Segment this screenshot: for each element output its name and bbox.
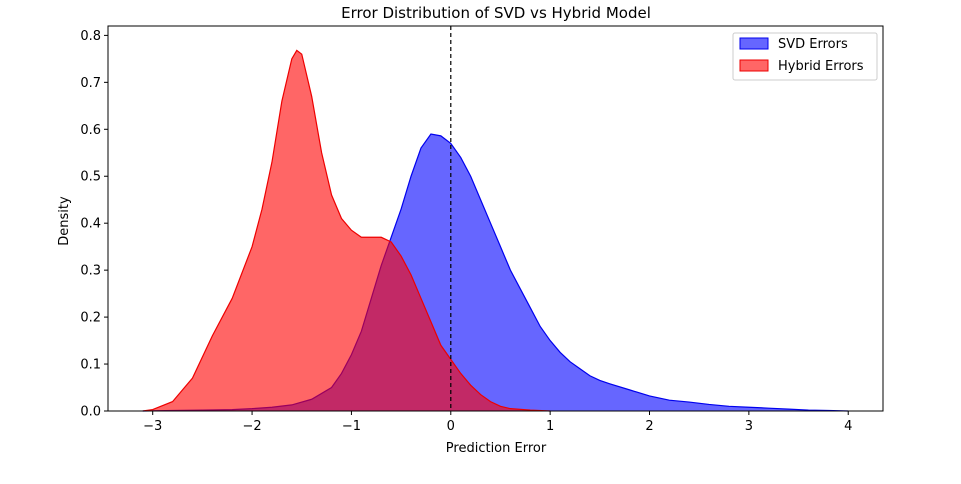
series-area-1: [142, 50, 551, 411]
y-tick-label: 0.0: [80, 405, 101, 420]
y-tick-label: 0.8: [80, 29, 101, 44]
x-tick-label: 3: [745, 419, 753, 434]
y-axis: 0.0 0.1 0.2 0.3 0.4 0.5 0.6 0.7 0.8: [80, 29, 108, 420]
series-line-1: [142, 49, 551, 412]
series-area-0: [142, 133, 849, 412]
plot-frame: [107, 25, 884, 412]
x-tick-label: −1: [342, 419, 361, 434]
x-tick-label: 4: [844, 419, 852, 434]
y-tick-label: 0.2: [80, 311, 101, 326]
chart-title: Error Distribution of SVD vs Hybrid Mode…: [341, 4, 651, 22]
legend-swatch-0: [739, 37, 769, 50]
legend-swatch-1: [739, 59, 769, 72]
y-tick-label: 0.1: [80, 358, 101, 373]
legend-label-1: Hybrid Errors: [778, 59, 864, 74]
x-tick-label: −3: [143, 419, 162, 434]
x-tick-label: 2: [645, 419, 653, 434]
x-tick-label: −2: [242, 419, 261, 434]
legend-box: [732, 32, 878, 81]
y-tick-label: 0.5: [80, 170, 101, 185]
x-axis-label: Prediction Error: [446, 441, 547, 456]
y-axis-label: Density: [57, 196, 72, 246]
x-tick-label: 0: [447, 419, 455, 434]
y-tick-label: 0.6: [80, 123, 101, 138]
legend-label-0: SVD Errors: [778, 37, 848, 52]
series-layer: [142, 49, 849, 412]
x-tick-label: 1: [546, 419, 554, 434]
y-tick-label: 0.3: [80, 264, 101, 279]
y-tick-label: 0.4: [80, 217, 101, 232]
legend: SVD Errors Hybrid Errors: [732, 32, 878, 81]
y-tick-label: 0.7: [80, 76, 101, 91]
x-axis: −3 −2 −1 0 1 2 3 4: [143, 411, 852, 434]
